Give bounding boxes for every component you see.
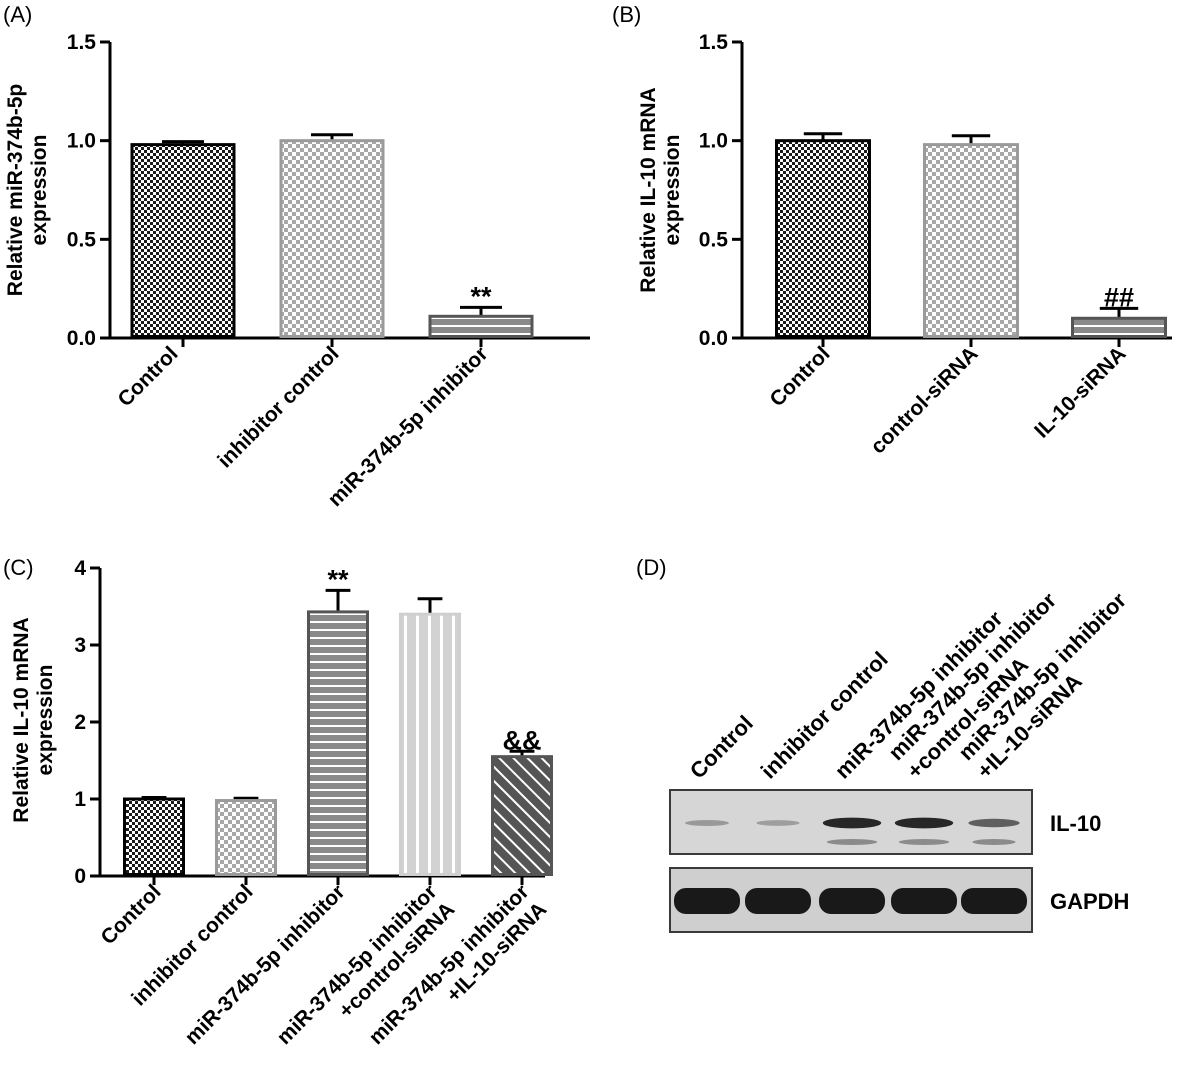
blot-band	[968, 818, 1020, 828]
panel-a-chart: Relative miR-374b-5pexpression 0.0 0.5 1.0 1…	[4, 31, 590, 511]
category-label: control-siRNA	[866, 342, 982, 458]
significance-label: **	[470, 281, 492, 311]
blot-band-secondary	[972, 839, 1016, 845]
y-tick-label: 4	[74, 557, 86, 580]
blot-band-secondary	[898, 839, 950, 845]
category-label-line: IL-10-siRNA	[1030, 342, 1130, 442]
bar	[123, 797, 185, 876]
y-tick-label: 0.0	[67, 327, 96, 350]
category-label: miR-374b-5p inhibitor	[324, 342, 493, 511]
panel-b-chart: Relative IL-10 mRNAexpression 0.0 0.5 1.0 1.…	[637, 31, 1172, 458]
y-tick-label: 1.0	[67, 130, 96, 153]
significance-label: **	[327, 564, 349, 594]
category-label: Control	[96, 880, 165, 949]
significance-label: ##	[1104, 282, 1134, 312]
blot-band	[822, 817, 882, 829]
y-tick-label: 2	[74, 711, 86, 734]
panel-b-label: (B)	[612, 2, 641, 27]
blot-band-secondary	[826, 839, 878, 845]
category-label-line: inhibitor control	[213, 342, 343, 472]
category-label-line: miR-374b-5p inhibitor	[181, 880, 350, 1049]
y-axis-label-line: expression	[34, 665, 57, 776]
lane-label-line: inhibitor control	[756, 647, 893, 784]
category-label: inhibitor control	[213, 342, 343, 472]
panel-a: (A) Relative miR-374b-5pexpression 0.0 0.5…	[3, 2, 590, 511]
category-label: Control	[765, 342, 834, 411]
bar	[399, 612, 461, 876]
y-tick-label: 1.0	[699, 130, 728, 153]
y-tick-label: 1.5	[699, 31, 729, 54]
category-label: miR-374b-5p inhibitor	[181, 880, 350, 1049]
bar	[130, 143, 236, 338]
y-axis-label-line: expression	[661, 135, 684, 246]
bar	[775, 139, 871, 338]
y-axis-label-line: Relative IL-10 mRNA	[637, 87, 660, 292]
category-label-line: control-siRNA	[866, 342, 982, 458]
category-label-line: Control	[113, 342, 182, 411]
y-axis-label: Relative IL-10 mRNAexpression	[10, 617, 57, 822]
y-axis-label: Relative miR-374b-5pexpression	[4, 84, 51, 296]
y-tick-label: 3	[74, 634, 86, 657]
panel-d-label: (D)	[636, 555, 667, 580]
category-label-line: miR-374b-5p inhibitor	[324, 342, 493, 511]
blot-band	[894, 817, 954, 829]
y-tick-label: 0	[74, 865, 86, 888]
category-label-line: Control	[96, 880, 165, 949]
blot-band	[961, 888, 1027, 914]
y-axis-label-line: Relative miR-374b-5p	[4, 84, 27, 296]
blot-band	[891, 888, 957, 914]
bar	[428, 314, 534, 339]
blot-band	[685, 820, 729, 826]
panel-c-chart: Relative IL-10 mRNAexpression 0 1 2 3 4 Contro…	[10, 557, 553, 1049]
y-axis-label-line: Relative IL-10 mRNA	[10, 617, 33, 822]
y-tick-label: 1.5	[67, 31, 97, 54]
category-label: Control	[113, 342, 182, 411]
bar	[307, 610, 369, 876]
bar	[491, 755, 553, 877]
blot-band	[756, 820, 800, 826]
blot-band	[674, 888, 740, 914]
y-tick-label: 1	[74, 788, 86, 811]
lane-label: inhibitor control	[756, 647, 893, 784]
bar	[923, 143, 1019, 338]
panel-c-label: (C)	[3, 555, 34, 580]
panel-b: (B) Relative IL-10 mRNAexpression 0.0 0.5 1…	[612, 2, 1172, 458]
y-tick-label: 0.5	[67, 228, 97, 251]
bar	[215, 799, 277, 876]
panel-c: (C) Relative IL-10 mRNAexpression 0 1 2 3 4 Co…	[3, 555, 553, 1049]
lane-label: Control	[685, 711, 758, 784]
blot-band	[745, 888, 811, 914]
y-tick-label: 0.5	[699, 228, 729, 251]
panel-a-label: (A)	[3, 2, 32, 27]
category-label-line: Control	[765, 342, 834, 411]
blot-band	[819, 888, 885, 914]
category-label-line: miR-374b-5p inhibitor	[273, 880, 442, 1049]
y-axis-label: Relative IL-10 mRNAexpression	[637, 87, 684, 292]
bar	[1071, 316, 1167, 338]
lane-label-line: Control	[685, 711, 758, 784]
y-tick-label: 0.0	[699, 327, 728, 350]
significance-label: &&	[503, 725, 542, 755]
band-label: GAPDH	[1050, 889, 1129, 914]
bar	[279, 139, 385, 338]
band-label: IL-10	[1050, 811, 1101, 836]
category-label: IL-10-siRNA	[1030, 342, 1130, 442]
y-axis-label-line: expression	[28, 135, 51, 246]
